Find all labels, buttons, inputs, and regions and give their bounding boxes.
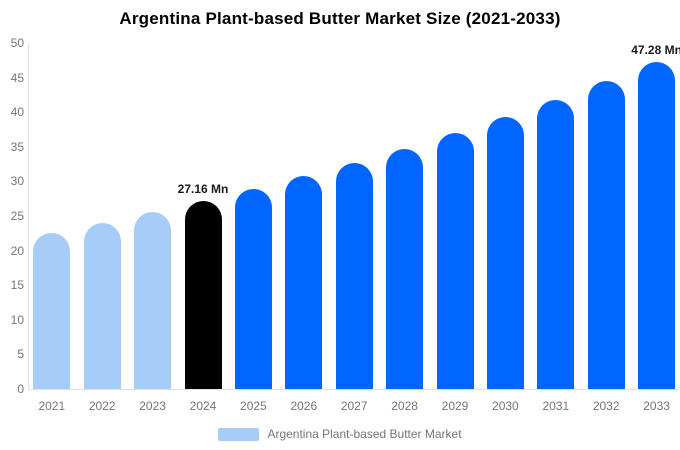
- bar-2027[interactable]: [335, 162, 373, 389]
- y-axis-tick-label: 45: [10, 70, 24, 85]
- y-axis-tick-label: 15: [10, 278, 24, 293]
- x-axis-label-2033: 2033: [643, 399, 670, 413]
- y-axis-tick-label: 50: [10, 36, 24, 50]
- y-axis-tick-label: 20: [10, 243, 24, 258]
- x-axis-line: [28, 389, 678, 390]
- bar-2021[interactable]: [33, 232, 71, 389]
- x-axis-label-2025: 2025: [240, 399, 267, 413]
- value-label-2024: 27.16 Mn: [177, 182, 229, 197]
- y-axis-tick-label: 25: [10, 209, 24, 223]
- chart-title: Argentina Plant-based Butter Market Size…: [119, 9, 561, 28]
- y-axis-tick-label: 40: [10, 105, 24, 120]
- x-axis-label-2024: 2024: [189, 399, 217, 413]
- bar-2028[interactable]: [386, 148, 424, 389]
- bar-2033[interactable]: [638, 61, 676, 389]
- y-axis-tick-label: 35: [10, 139, 24, 154]
- x-axis-label-2029: 2029: [441, 399, 469, 413]
- legend[interactable]: Argentina Plant-based Butter Market: [0, 427, 680, 441]
- bar-2031[interactable]: [537, 99, 575, 389]
- bar-2032[interactable]: [587, 81, 625, 389]
- y-axis-tick-label: 0: [17, 382, 24, 396]
- x-axis-label-2027: 2027: [340, 399, 368, 413]
- y-axis-line: [28, 43, 29, 390]
- bar-2029[interactable]: [436, 133, 474, 389]
- y-axis-tick-label: 5: [17, 347, 24, 362]
- y-axis-tick-label: 10: [10, 312, 24, 327]
- x-axis-label-2022: 2022: [88, 399, 116, 413]
- x-axis-label-2032: 2032: [592, 399, 620, 413]
- legend-label: Argentina Plant-based Butter Market: [267, 427, 462, 441]
- bar-2023[interactable]: [134, 212, 172, 389]
- bar-2030[interactable]: [486, 117, 524, 389]
- bar-2026[interactable]: [285, 176, 323, 389]
- x-axis-label-2023: 2023: [139, 399, 166, 413]
- x-axis-label-2028: 2028: [391, 399, 418, 413]
- x-axis-label-2021: 2021: [38, 399, 66, 413]
- value-label-2033: 47.28 Mn: [631, 42, 680, 57]
- bar-2022[interactable]: [83, 222, 121, 389]
- bar-2025[interactable]: [234, 189, 272, 389]
- x-axis-label-2031: 2031: [542, 399, 570, 413]
- y-axis-tick-label: 30: [10, 174, 24, 189]
- x-axis-label-2030: 2030: [492, 399, 519, 413]
- legend-swatch[interactable]: [218, 427, 260, 441]
- bar-2024[interactable]: [184, 201, 222, 389]
- x-axis-label-2026: 2026: [290, 399, 318, 413]
